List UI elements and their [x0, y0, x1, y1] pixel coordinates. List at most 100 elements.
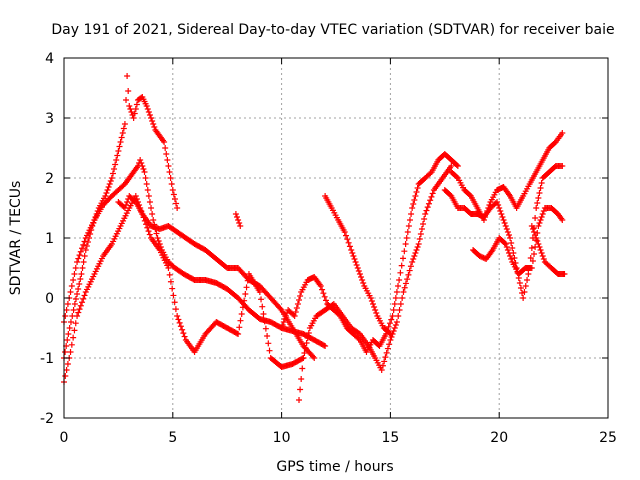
data-point	[132, 106, 139, 112]
y-tick-label: 4	[45, 51, 54, 67]
data-point	[124, 199, 131, 205]
data-point	[423, 207, 430, 214]
data-point	[531, 251, 538, 257]
data-point	[385, 323, 392, 330]
data-point	[74, 259, 81, 265]
data-point	[80, 259, 87, 265]
data-point	[301, 350, 308, 356]
data-point	[348, 247, 355, 253]
data-point	[126, 103, 133, 109]
data-point	[121, 205, 128, 211]
data-point	[397, 269, 404, 276]
data-point	[149, 118, 156, 124]
data-point	[180, 330, 187, 337]
data-point	[427, 197, 434, 204]
data-point	[171, 196, 178, 202]
data-point	[84, 239, 91, 245]
data-point	[351, 256, 358, 262]
data-point	[144, 106, 151, 112]
data-point	[67, 319, 74, 325]
data-point	[409, 259, 416, 265]
data-point	[77, 276, 84, 282]
data-point	[345, 239, 352, 246]
data-point	[403, 235, 410, 241]
data-point	[296, 297, 303, 303]
data-point	[537, 217, 544, 223]
data-point	[123, 202, 130, 208]
data-point	[382, 354, 389, 361]
data-point	[353, 262, 360, 268]
data-point	[71, 327, 78, 334]
data-point	[108, 175, 115, 181]
data-point	[322, 297, 329, 304]
data-point	[173, 200, 180, 207]
data-point	[392, 295, 399, 301]
data-point	[81, 292, 88, 299]
data-point	[420, 221, 427, 227]
data-point	[102, 193, 109, 199]
y-tick-label: 2	[45, 171, 54, 187]
data-point	[241, 297, 248, 304]
data-point	[507, 253, 514, 259]
series-track-l	[232, 211, 244, 229]
data-point	[356, 271, 363, 277]
data-point	[261, 318, 268, 325]
data-point	[145, 109, 152, 115]
data-point	[299, 365, 306, 372]
data-point	[402, 280, 409, 287]
data-point	[303, 340, 310, 346]
data-point	[396, 307, 403, 313]
data-point	[358, 274, 365, 280]
data-point	[305, 330, 312, 336]
data-point	[538, 180, 545, 186]
data-point	[424, 204, 431, 211]
data-point	[170, 191, 177, 198]
data-point	[417, 231, 424, 237]
data-point	[411, 197, 418, 203]
data-point	[235, 331, 242, 337]
data-point	[161, 139, 168, 145]
data-point	[559, 163, 566, 169]
data-point	[416, 236, 423, 242]
data-point	[120, 125, 127, 132]
data-point	[237, 317, 244, 324]
data-point	[514, 270, 521, 276]
data-point	[148, 115, 155, 121]
data-point	[414, 185, 421, 191]
data-point	[130, 115, 137, 121]
data-point	[317, 283, 324, 289]
data-point	[392, 322, 399, 328]
data-point	[176, 319, 183, 326]
data-point	[371, 304, 378, 310]
data-point	[516, 280, 523, 286]
data-point	[141, 169, 148, 175]
data-point	[448, 163, 455, 169]
data-point	[145, 228, 152, 235]
data-point	[510, 250, 517, 256]
data-point	[386, 341, 393, 348]
data-point	[378, 367, 385, 373]
data-point	[504, 247, 511, 253]
data-point	[256, 289, 263, 295]
data-point	[63, 307, 70, 313]
data-point	[427, 170, 434, 177]
data-point	[354, 265, 361, 271]
data-point	[495, 202, 502, 208]
data-point	[408, 211, 415, 217]
data-point	[412, 250, 419, 256]
x-tick-label: 0	[60, 430, 69, 446]
data-point	[149, 211, 156, 217]
data-point	[242, 291, 249, 297]
data-point	[401, 248, 408, 255]
data-point	[521, 289, 528, 295]
data-point	[81, 253, 88, 259]
data-point	[181, 333, 188, 340]
data-point	[390, 307, 397, 313]
x-axis-title: GPS time / hours	[276, 459, 393, 475]
data-point	[164, 157, 171, 163]
data-point	[498, 211, 505, 217]
data-point	[280, 319, 287, 325]
data-point	[62, 349, 69, 355]
data-point	[64, 337, 71, 343]
data-point	[321, 293, 328, 300]
